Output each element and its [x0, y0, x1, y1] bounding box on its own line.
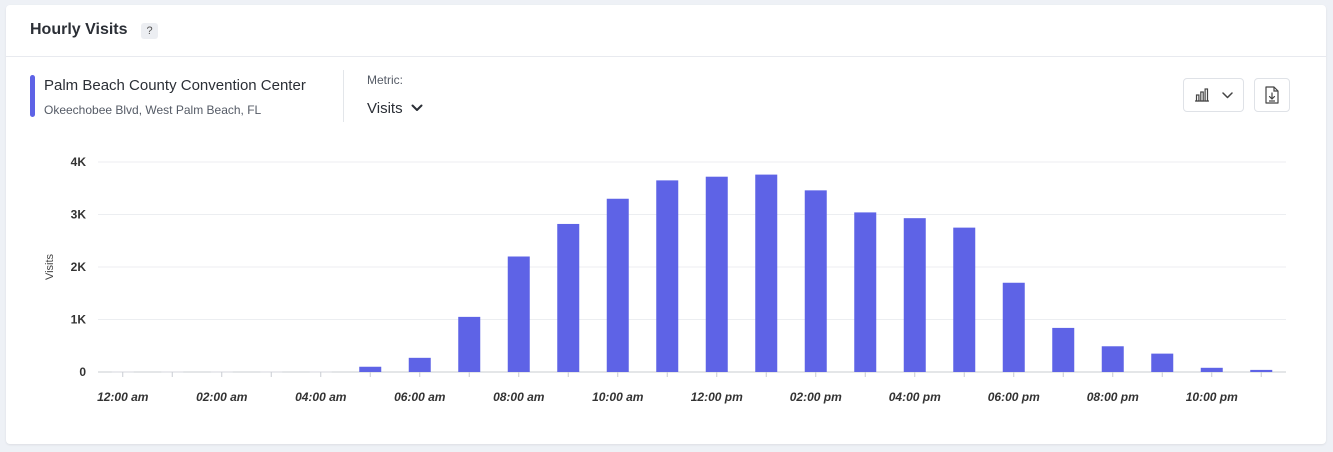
venue-color-bar — [30, 75, 35, 117]
bar — [755, 174, 778, 372]
chevron-down-icon — [1222, 91, 1233, 98]
metric-label: Metric: — [367, 73, 403, 87]
x-tick-label: 02:00 pm — [790, 390, 842, 404]
venue-name: Palm Beach County Convention Center — [44, 77, 306, 94]
card-title: Hourly Visits — [30, 21, 128, 38]
bar — [260, 371, 283, 373]
help-icon[interactable]: ? — [141, 23, 158, 39]
bar — [1151, 353, 1174, 372]
bar — [804, 190, 827, 372]
bar — [1200, 367, 1223, 372]
bar — [705, 176, 728, 372]
metric-value: Visits — [367, 99, 403, 117]
bar — [1002, 282, 1025, 372]
y-tick-label: 3K — [71, 208, 87, 222]
x-tick-label: 04:00 pm — [889, 390, 941, 404]
bar — [1052, 327, 1075, 372]
x-tick-label: 06:00 pm — [988, 390, 1040, 404]
chevron-down-icon — [411, 104, 423, 111]
bar — [1101, 346, 1124, 372]
bar — [507, 256, 530, 372]
bar — [903, 218, 926, 372]
bar — [161, 371, 184, 373]
bar — [854, 212, 877, 372]
bar — [1250, 369, 1273, 372]
chart-type-button[interactable] — [1183, 78, 1244, 112]
x-tick-label: 04:00 am — [295, 390, 347, 404]
x-tick-label: 12:00 pm — [691, 390, 743, 404]
x-tick-label: 12:00 am — [97, 390, 149, 404]
bar — [210, 371, 233, 373]
x-tick-label: 10:00 pm — [1186, 390, 1238, 404]
bar — [359, 366, 382, 372]
bar — [656, 180, 679, 372]
y-tick-label: 0 — [79, 365, 86, 379]
x-tick-label: 08:00 am — [493, 390, 545, 404]
bar — [111, 371, 134, 373]
bar — [309, 371, 332, 373]
card-header: Hourly Visits ? — [6, 5, 1326, 57]
x-tick-label: 10:00 am — [592, 390, 644, 404]
y-axis-label: Visits — [44, 253, 56, 280]
bar — [606, 198, 629, 372]
y-tick-label: 2K — [71, 260, 87, 274]
download-file-icon — [1265, 86, 1279, 104]
metric-select[interactable]: Visits — [367, 96, 423, 120]
x-tick-label: 02:00 am — [196, 390, 248, 404]
header-divider — [343, 70, 344, 122]
y-tick-label: 4K — [71, 155, 87, 169]
y-tick-label: 1K — [71, 313, 87, 327]
bar — [953, 227, 976, 372]
bar — [557, 223, 580, 372]
bar — [458, 316, 481, 372]
venue-address: Okeechobee Blvd, West Palm Beach, FL — [44, 103, 262, 117]
x-tick-label: 06:00 am — [394, 390, 446, 404]
x-tick-label: 08:00 pm — [1087, 390, 1139, 404]
bar-chart-icon — [1195, 88, 1209, 102]
download-button[interactable] — [1254, 78, 1290, 112]
bar — [408, 357, 431, 372]
